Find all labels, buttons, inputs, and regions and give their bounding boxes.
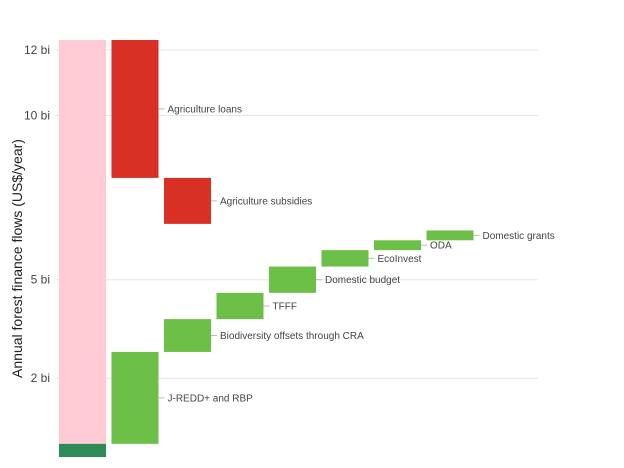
y-tick-label: 12 bi — [24, 43, 50, 57]
waterfall-bar — [111, 351, 159, 444]
waterfall-bar — [111, 40, 159, 178]
bar-annotation-label: Biodiversity offsets through CRA — [220, 331, 364, 342]
bar-annotation-label: Domestic grants — [483, 231, 555, 242]
total-bar — [59, 40, 106, 457]
bar-annotation-label: Agriculture loans — [168, 104, 242, 115]
bars-layer — [59, 40, 474, 457]
waterfall-bar — [216, 292, 264, 320]
waterfall-bar — [426, 230, 474, 241]
waterfall-bar — [269, 266, 316, 293]
y-tick-label: 2 bi — [31, 371, 50, 385]
y-tick-label: 5 bi — [31, 273, 50, 287]
bar-annotation-label: ODA — [430, 241, 452, 252]
bar-annotations: Agriculture loans Agriculture subsidies J-… — [158, 104, 555, 404]
y-axis: 2 bi 5 bi 10 bi 12 bi — [24, 43, 50, 385]
bar-annotation-label: J-REDD+ and RBP — [168, 393, 254, 404]
bar-annotation-label: EcoInvest — [378, 254, 422, 265]
waterfall-bar — [321, 250, 369, 267]
waterfall-bar — [374, 240, 421, 251]
bar-annotation-label: Agriculture subsidies — [220, 196, 312, 207]
bar-annotation-label: Domestic budget — [325, 275, 400, 286]
waterfall-bar — [164, 177, 211, 224]
y-axis-label: Annual forest finance flows (US$/year) — [9, 139, 25, 378]
bar-annotation-label: TFFF — [273, 301, 297, 312]
total-bar-green-base — [59, 443, 106, 457]
waterfall-bar — [164, 319, 211, 352]
y-tick-label: 10 bi — [24, 109, 50, 123]
